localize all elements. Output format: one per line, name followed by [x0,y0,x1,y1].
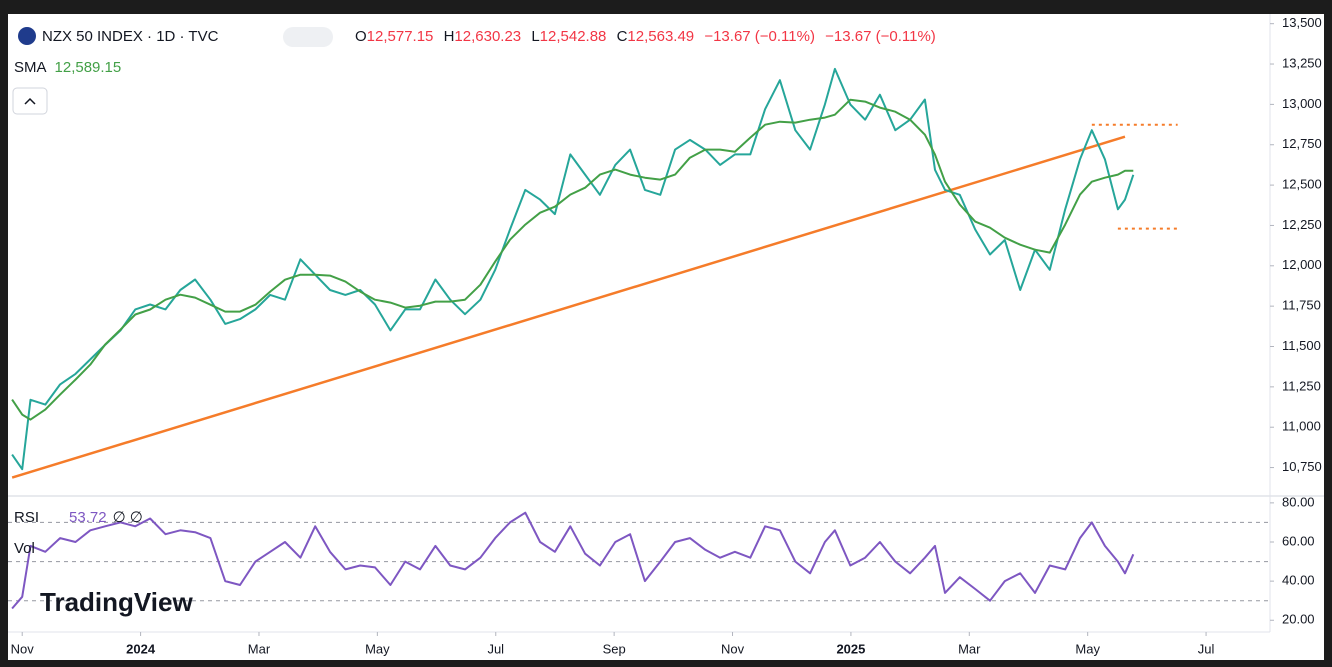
y-tick-label: 11,750 [1282,298,1321,313]
chevron [24,97,36,105]
x-tick-label: Jul [487,641,504,656]
ohlc-value: 12,563.49 [627,28,694,45]
sma-label: SMA [14,59,47,76]
x-tick-label: 2024 [126,641,156,656]
vol-label: Vol [14,540,35,557]
y-tick-label: 11,000 [1282,419,1321,434]
y-tick-label: 13,250 [1282,55,1322,70]
y-tick-label: 11,500 [1282,338,1321,353]
x-tick-label: Mar [248,641,271,656]
y-tick-label: 12,250 [1282,217,1322,232]
ohlc-value: 12,542.88 [540,28,607,45]
x-tick-label: May [365,641,390,656]
panel [8,14,1324,660]
x-tick-label: Nov [721,641,745,656]
ohlc-value: 12,577.15 [367,28,434,45]
rsi-label: RSI [14,509,39,526]
change: −13.67 (−0.11%) [825,28,936,45]
series-line [11,67,1135,471]
x-tick-label: Jul [1198,641,1215,656]
flag-icon [18,27,36,45]
ohlc-key: C [617,28,628,45]
plot [8,23,1274,636]
change: −13.67 (−0.11%) [704,28,815,45]
y-tick-label: 10,750 [1282,459,1322,474]
x-tick-label: Sep [603,641,626,656]
y-tick-label: 11,250 [1282,378,1321,393]
rsi-extra: ∅ ∅ [113,509,143,526]
x-tick-label: Nov [11,641,35,656]
y-tick-label: 40.00 [1282,573,1315,588]
y-tick-label: 12,000 [1282,257,1322,272]
series-line [11,98,1134,421]
ohlc-key: O [355,28,367,45]
ohlc-key: H [444,28,455,45]
x-tick-label: May [1075,641,1100,656]
sma-legend: SMA 12,589.15 [14,59,121,76]
x-tick-label: Mar [958,641,981,656]
y-tick-label: 60.00 [1282,533,1315,548]
y-tick-label: 12,750 [1282,136,1322,151]
collapse-button[interactable] [12,87,48,115]
x-tick-label: 2025 [836,641,865,656]
title: NZX 50 INDEX · 1D · TVC [42,28,219,45]
ohlc-key: L [531,28,539,45]
ohlc: O12,577.15 H12,630.23 L12,542.88 C12,563… [355,28,936,45]
y-tick-label: 13,500 [1282,15,1322,30]
y-tick-label: 13,000 [1282,96,1322,111]
y-tick-label: 80.00 [1282,494,1315,509]
trendline [11,135,1126,479]
ohlc-value: 12,630.23 [454,28,521,45]
y-tick-label: 20.00 [1282,612,1315,627]
watermark: TradingView [40,587,193,617]
menu-pill[interactable] [283,27,333,47]
y-tick-label: 12,500 [1282,177,1322,192]
rsi-value: 53.72 [69,509,107,526]
sma-value: 12,589.15 [55,59,122,76]
rsi-legend: RSI 53.72 ∅ ∅ [14,509,143,526]
series-line [11,511,1135,610]
